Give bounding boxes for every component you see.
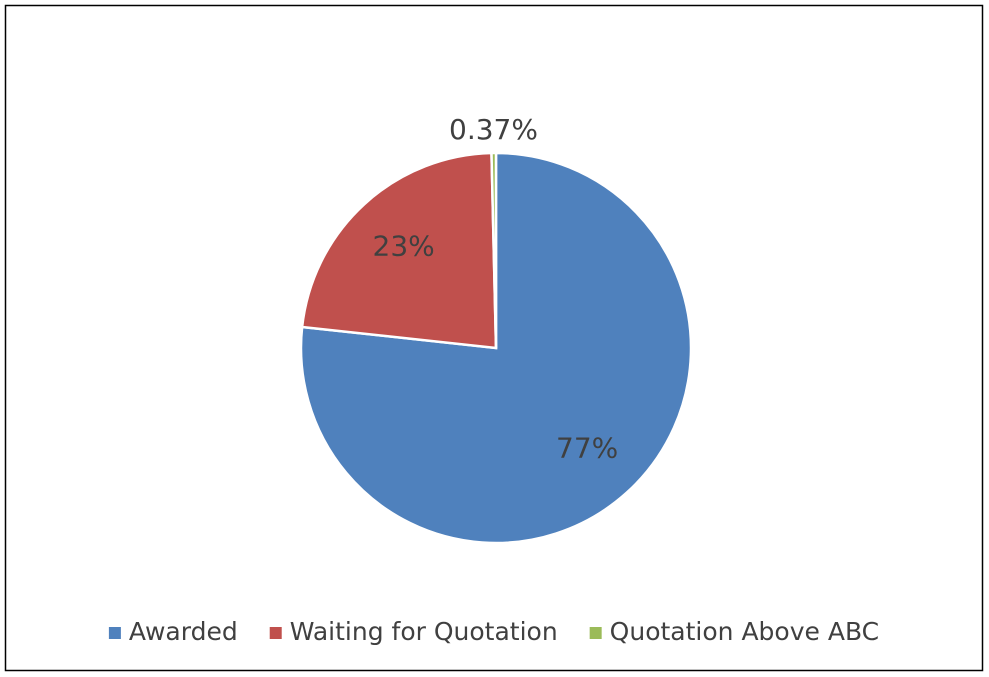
pie-slice <box>300 151 498 350</box>
slice-label: 23% <box>373 229 435 262</box>
legend-text: Waiting for Quotation <box>290 617 558 646</box>
legend-swatch <box>589 627 602 639</box>
legend-swatch <box>269 627 282 639</box>
legend-text: Quotation Above ABC <box>610 617 879 646</box>
legend-swatch <box>108 627 121 639</box>
legend-text: Awarded <box>129 617 238 646</box>
pie-slice <box>490 151 498 349</box>
pie-slice <box>299 151 693 545</box>
slice-label: 0.37% <box>449 113 538 146</box>
slice-label: 77% <box>556 432 618 465</box>
